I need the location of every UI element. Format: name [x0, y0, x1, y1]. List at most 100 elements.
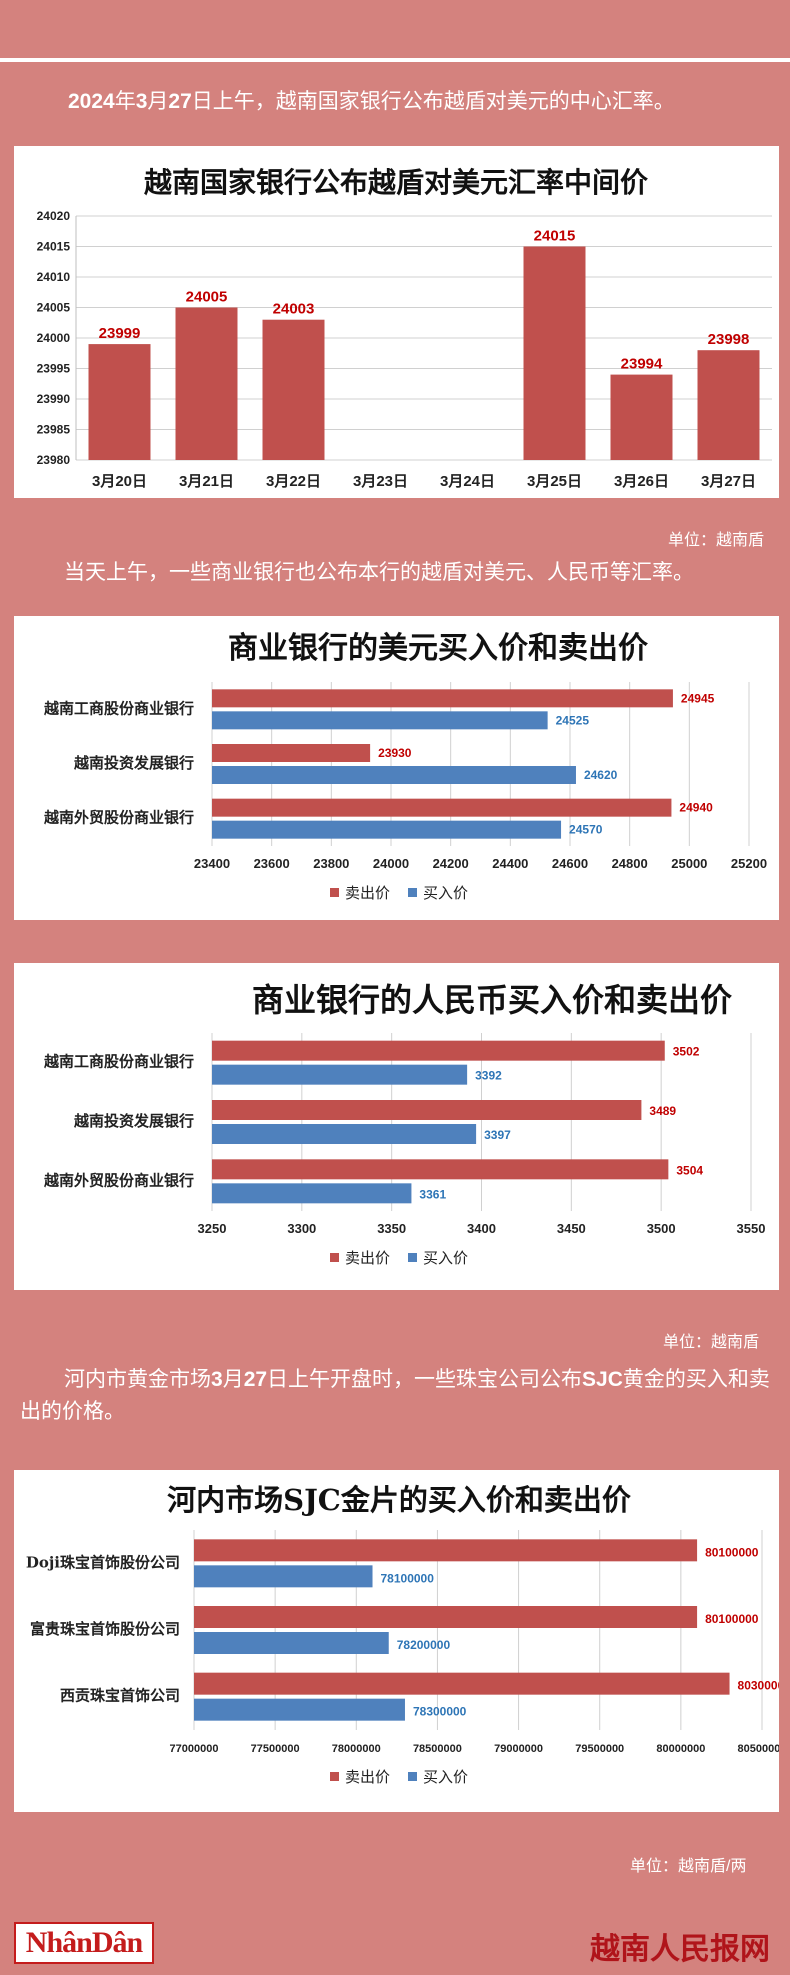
- x-tick-label: 24800: [612, 856, 648, 871]
- category-label: 越南工商股份商业银行: [43, 1053, 194, 1071]
- x-tick-label: 78000000: [332, 1743, 381, 1755]
- unit-label-3: 单位：越南盾/两: [630, 1858, 747, 1875]
- bar: [523, 246, 586, 460]
- chart-title: 商业银行的美元买入价和卖出价: [228, 631, 648, 666]
- intro-paragraph-1: 2024年3月27日上午，越南国家银行公布越盾对美元的中心汇率。: [68, 90, 675, 113]
- sell-bar: [194, 1606, 698, 1628]
- unit-label-2: 单位：越南盾: [663, 1334, 760, 1351]
- x-tick-label: 79500000: [575, 1743, 624, 1755]
- data-label: 24525: [556, 713, 590, 727]
- y-tick-label: 23990: [37, 392, 71, 406]
- y-tick-label: 23980: [37, 453, 71, 467]
- data-label: 24570: [569, 823, 603, 837]
- x-tick-label: 80000000: [656, 1743, 705, 1755]
- x-tick-label: 3月22日: [266, 473, 321, 490]
- site-name: 越南人民报网: [590, 1932, 770, 1967]
- x-tick-label: 23400: [194, 856, 230, 871]
- buy-bar: [194, 1698, 405, 1721]
- cny-rate-chart: 商业银行的人民币买入价和卖出价 3250 3300 3350 3400 3450 3500 3…: [43, 981, 766, 1267]
- x-tick-label: 77500000: [251, 1743, 300, 1755]
- x-tick-label: 3月24日: [440, 473, 495, 490]
- x-tick-label: 24600: [552, 856, 588, 871]
- legend-label: 买入价: [423, 1768, 468, 1786]
- data-label: 80300000: [738, 1679, 779, 1693]
- x-tick-label: 25200: [731, 856, 767, 871]
- x-tick-label: 3月21日: [179, 473, 234, 490]
- x-tick-label: 23800: [313, 856, 349, 871]
- intro-paragraph-2: 当天上午，一些商业银行也公布本行的越盾对美元、人民币等汇率。: [64, 561, 694, 584]
- legend-label: 买入价: [423, 1249, 468, 1267]
- x-tick-label: 3450: [557, 1221, 586, 1236]
- legend-label: 卖出价: [345, 1249, 390, 1267]
- y-tick-label: 24020: [37, 209, 71, 223]
- data-label: 24015: [534, 228, 576, 245]
- legend-swatch: [408, 888, 417, 897]
- x-tick-label: 79000000: [494, 1743, 543, 1755]
- y-tick-label: 23985: [37, 423, 71, 437]
- nhandan-logo: NhânDân: [14, 1922, 154, 1964]
- data-label: 80100000: [705, 1545, 759, 1559]
- data-label: 78100000: [381, 1571, 435, 1585]
- category-label: 富贵珠宝首饰股份公司: [30, 1620, 180, 1638]
- data-label: 80100000: [705, 1612, 759, 1626]
- legend-label: 买入价: [423, 884, 468, 902]
- bar: [697, 350, 760, 460]
- x-tick-label: 3月27日: [701, 473, 756, 490]
- data-label: 24940: [679, 801, 713, 815]
- x-tick-label: 3500: [647, 1221, 676, 1236]
- data-label: 3504: [676, 1163, 703, 1177]
- x-tick-label: 3550: [737, 1221, 766, 1236]
- legend-swatch: [330, 1253, 339, 1262]
- chart-panel-cny: 商业银行的人民币买入价和卖出价 3250 3300 3350 3400 3450 3500 3…: [14, 963, 779, 1290]
- chart-title: 河内市场SJC金片的买入价和卖出价: [167, 1483, 632, 1517]
- x-tick-label: 3月25日: [527, 473, 582, 490]
- buy-bar: [194, 1565, 373, 1588]
- data-label: 23930: [378, 746, 412, 760]
- gold-price-chart: 河内市场SJC金片的买入价和卖出价 77000000 77500000 7800000…: [26, 1483, 779, 1786]
- data-label: 3489: [649, 1104, 676, 1118]
- y-tick-label: 24010: [37, 270, 71, 284]
- category-label: 西贡珠宝首饰公司: [60, 1687, 180, 1705]
- intro-paragraph-3: 河内市黄金市场3月27日上午开盘时，一些珠宝公司公布SJC黄金的买入和卖出的价格…: [20, 1368, 770, 1423]
- x-tick-label: 23600: [254, 856, 290, 871]
- legend-swatch: [330, 1772, 339, 1781]
- sell-bar: [194, 1539, 698, 1562]
- legend-swatch: [330, 888, 339, 897]
- x-tick-label: 24400: [492, 856, 528, 871]
- bar: [175, 307, 238, 460]
- legend-swatch: [408, 1772, 417, 1781]
- sell-bar: [194, 1672, 730, 1695]
- x-tick-label: 3350: [377, 1221, 406, 1236]
- legend-label: 卖出价: [345, 1768, 390, 1786]
- sell-bar: [212, 689, 673, 708]
- chart-title: 商业银行的人民币买入价和卖出价: [252, 981, 732, 1019]
- legend-swatch: [408, 1253, 417, 1262]
- chart-panel-central-rate: 越南国家银行公布越盾对美元汇率中间价 23980 23985 23990 23995 24…: [14, 146, 779, 498]
- data-label: 3397: [484, 1128, 511, 1142]
- y-tick-label: 24000: [37, 331, 71, 345]
- x-tick-label: 3300: [287, 1221, 316, 1236]
- sell-bar: [212, 1159, 669, 1180]
- y-tick-label: 24005: [37, 301, 71, 315]
- category-label: 越南外贸股份商业银行: [43, 809, 194, 827]
- y-tick-label: 23995: [37, 362, 71, 376]
- data-label: 24005: [186, 289, 228, 306]
- data-label: 24945: [681, 691, 715, 705]
- category-label: 越南投资发展银行: [73, 754, 194, 772]
- buy-bar: [212, 711, 548, 730]
- data-label: 78200000: [397, 1638, 451, 1652]
- sell-bar: [212, 744, 371, 762]
- x-tick-label: 24000: [373, 856, 409, 871]
- data-label: 3361: [419, 1187, 446, 1201]
- x-tick-label: 3400: [467, 1221, 496, 1236]
- chart-panel-gold: 河内市场SJC金片的买入价和卖出价 77000000 77500000 7800000…: [14, 1470, 779, 1812]
- central-rate-chart: 越南国家银行公布越盾对美元汇率中间价 23980 23985 23990 23995 24…: [37, 166, 772, 490]
- data-label: 3502: [673, 1045, 700, 1059]
- x-tick-label: 80500000: [738, 1743, 779, 1755]
- x-tick-label: 3月26日: [614, 473, 669, 490]
- chart-panel-usd: 商业银行的美元买入价和卖出价 23400 23600 23800 24000 24200 2…: [14, 616, 779, 920]
- data-label: 24620: [584, 768, 618, 782]
- chart-title: 越南国家银行公布越盾对美元汇率中间价: [144, 166, 649, 199]
- unit-label-1: 单位：越南盾: [668, 532, 765, 549]
- sell-bar: [212, 1040, 665, 1061]
